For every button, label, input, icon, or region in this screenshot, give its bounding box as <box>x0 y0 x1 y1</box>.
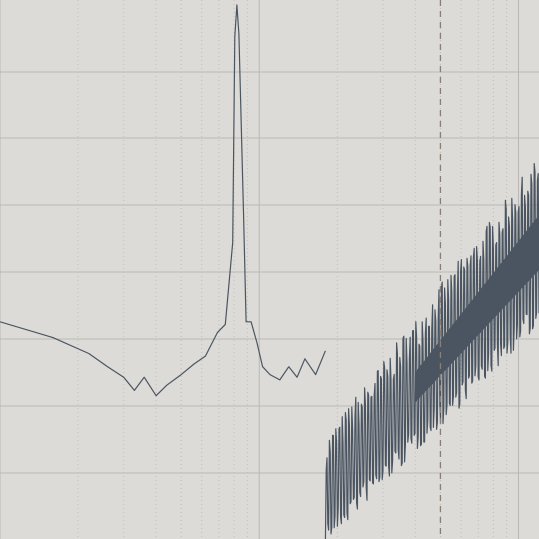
spectrum-dense-region <box>415 215 539 403</box>
spectrum-trace-group <box>0 4 539 539</box>
spectrum-trace <box>0 4 326 397</box>
